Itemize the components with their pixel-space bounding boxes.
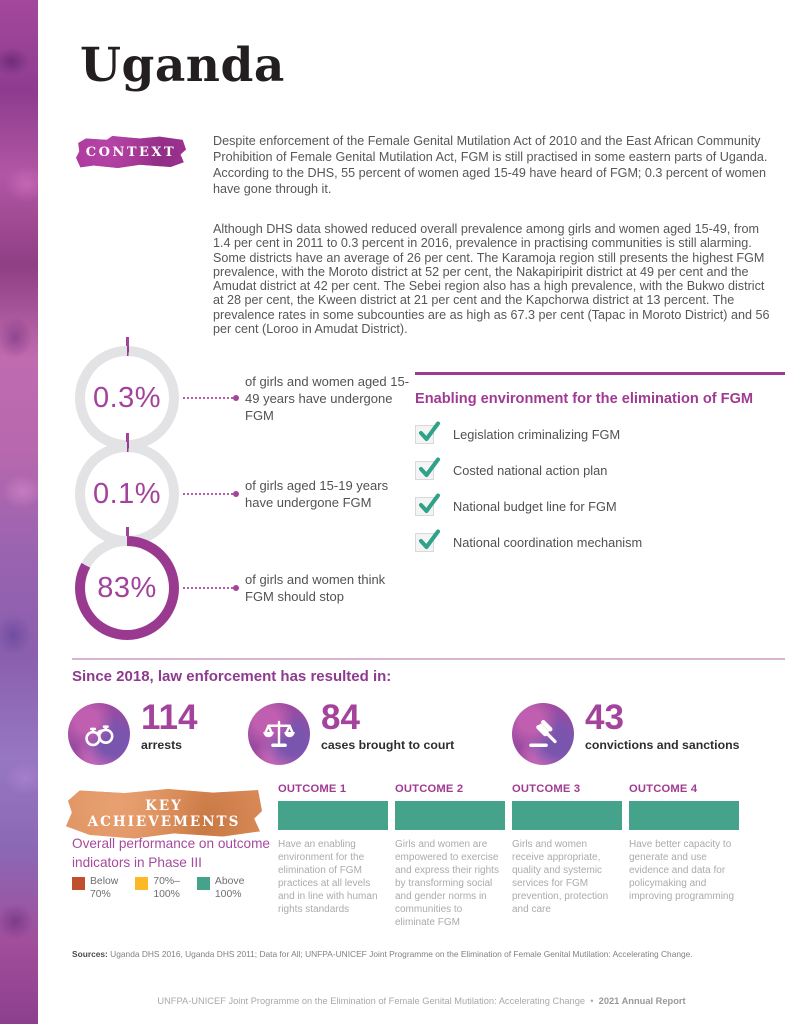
outcome-column-3: OUTCOME 3 Girls and women receive approp… (512, 783, 622, 929)
context-badge: CONTEXT (76, 136, 186, 168)
checklist-item-label: Costed national action plan (453, 463, 608, 478)
stat-text: 114 arrests (141, 698, 198, 753)
ring-value: 0.3% (92, 381, 162, 414)
page-footer: UNFPA-UNICEF Joint Programme on the Elim… (38, 996, 805, 1006)
outcome-title: OUTCOME 1 (278, 783, 347, 795)
performance-legend: Below 70% 70%– 100% Above 100% (72, 876, 261, 901)
ring-inner (85, 356, 169, 440)
dotted-connector (183, 585, 239, 591)
legend-label: Above 100% (214, 876, 245, 900)
stat-label: arrests (141, 738, 183, 752)
gavel-icon (512, 703, 574, 765)
donut-chart-think-fgm-should-stop: 83% (75, 527, 179, 640)
stat-label: cases brought to court (321, 738, 455, 752)
legend-item-above-100: Above 100% (196, 876, 245, 901)
handcuffs-icon (68, 703, 130, 765)
outcome-status-bar (395, 801, 505, 830)
checklist-item-action-plan: Costed national action plan (415, 457, 785, 481)
section-rule (415, 372, 785, 375)
stat-convictions: 43 convictions and sanctions (512, 700, 739, 765)
legend-swatch-yellow (135, 877, 149, 890)
outcome-title: OUTCOME 4 (629, 783, 698, 795)
legend-item-70-100: 70%– 100% (135, 876, 180, 901)
ring-value: 0.1% (92, 477, 162, 510)
outcome-description: Girls and women are empowered to exercis… (395, 839, 499, 928)
checkmark-icon (419, 529, 440, 549)
donut-chart-fgm-prevalence-15-19: 0.1% (75, 433, 179, 546)
donut-chart-fgm-prevalence-15-49: 0.3% (75, 337, 179, 450)
stat-value: 43 (585, 698, 624, 737)
stat-arrests: 114 arrests (68, 700, 197, 765)
footer-programme-name: UNFPA-UNICEF Joint Programme on the Elim… (157, 996, 586, 1007)
enabling-environment-checklist: Legislation criminalizing FGM Costed nat… (415, 421, 785, 553)
legend-swatch-green (196, 877, 210, 890)
ring-value: 83% (97, 571, 157, 604)
outcome-description: Girls and women receive appropriate, qua… (512, 839, 609, 915)
ring-caption: of girls and women aged 15-49 years have… (245, 373, 410, 423)
footer-separator: • (590, 996, 594, 1007)
outcome-column-2: OUTCOME 2 Girls and women are empowered … (395, 783, 505, 929)
key-achievements-label: KEY ACHIEVEMENTS (87, 798, 241, 830)
stat-court-cases: 84 cases brought to court (248, 700, 454, 765)
law-enforcement-heading: Since 2018, law enforcement has resulted… (72, 668, 392, 685)
ring-tick (125, 433, 129, 442)
outcome-column-1: OUTCOME 1 Have an enabling environment f… (278, 783, 388, 929)
ring-tick (125, 527, 129, 536)
checkmark-icon (419, 421, 440, 441)
legend-label: 70%– 100% (153, 876, 180, 900)
scales-icon (248, 703, 310, 765)
outcome-column-4: OUTCOME 4 Have better capacity to genera… (629, 783, 739, 929)
outcome-description: Have an enabling environment for the eli… (278, 839, 378, 915)
checkmark-icon (419, 457, 440, 477)
enabling-environment-title: Enabling environment for the elimination… (415, 390, 754, 407)
stat-text: 84 cases brought to court (321, 698, 455, 753)
outcome-status-bar (278, 801, 388, 830)
checkmark-icon (419, 493, 440, 513)
legend-swatch-red (72, 877, 85, 890)
ring-inner (85, 452, 169, 536)
outcome-status-bar (629, 801, 739, 830)
legend-item-below-70: Below 70% (72, 876, 118, 901)
context-badge-label: CONTEXT (85, 145, 177, 160)
stat-value: 114 (141, 698, 198, 737)
outcomes-grid: OUTCOME 1 Have an enabling environment f… (278, 783, 739, 929)
stat-value: 84 (321, 698, 360, 737)
outcome-description: Have better capacity to generate and use… (629, 839, 735, 902)
checklist-item-coordination: National coordination mechanism (415, 529, 785, 553)
sources-note: Sources: Uganda DHS 2016, Uganda DHS 201… (72, 949, 785, 959)
key-achievements-subtitle: Overall performance on outcome indicator… (72, 836, 270, 870)
sources-text: Uganda DHS 2016, Uganda DHS 2011; Data f… (107, 949, 693, 960)
enabling-environment-panel: Enabling environment for the elimination… (415, 372, 785, 569)
outcome-status-bar (512, 801, 622, 830)
checklist-item-budget-line: National budget line for FGM (415, 493, 785, 517)
decorative-texture-strip (0, 0, 38, 1024)
dotted-connector (183, 395, 239, 401)
checklist-item-legislation: Legislation criminalizing FGM (415, 421, 785, 445)
context-paragraph-1: Despite enforcement of the Female Genita… (213, 134, 768, 196)
footer-report-name: 2021 Annual Report (598, 996, 686, 1007)
section-divider (72, 658, 785, 660)
stat-text: 43 convictions and sanctions (585, 698, 740, 753)
ring-caption: of girls and women think FGM should stop (245, 572, 386, 604)
checklist-item-label: Legislation criminalizing FGM (453, 427, 621, 442)
ring-caption: of girls aged 15-19 years have undergone… (245, 478, 389, 510)
checklist-item-label: National budget line for FGM (453, 499, 617, 514)
sources-label: Sources: (72, 949, 108, 960)
ring-tick (125, 337, 129, 346)
stat-ring-row-1: 0.3% of girls and women aged 15-49 years… (75, 337, 410, 450)
outcome-title: OUTCOME 3 (512, 783, 581, 795)
page-title: Uganda (80, 38, 285, 93)
context-paragraph-2: Although DHS data showed reduced overall… (213, 222, 770, 337)
dotted-connector (183, 491, 239, 497)
stat-ring-row-3: 83% of girls and women think FGM should … (75, 527, 410, 640)
ring-inner (85, 546, 169, 630)
outcome-title: OUTCOME 2 (395, 783, 464, 795)
legend-label: Below 70% (90, 876, 119, 900)
key-achievements-badge: KEY ACHIEVEMENTS (66, 789, 262, 838)
stat-label: convictions and sanctions (585, 738, 740, 752)
checklist-item-label: National coordination mechanism (453, 535, 643, 550)
stat-ring-row-2: 0.1% of girls aged 15-19 years have unde… (75, 433, 410, 546)
